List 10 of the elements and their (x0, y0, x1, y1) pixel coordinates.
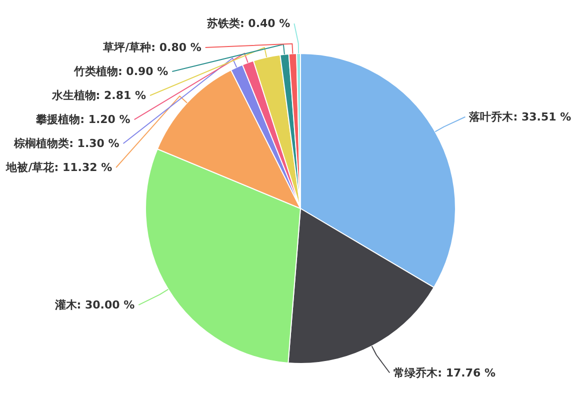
slice-label: 落叶乔木: 33.51 % (468, 110, 572, 124)
slice-label: 常绿乔木: 17.76 % (394, 366, 496, 380)
slice-label: 苏铁类: 0.40 % (206, 17, 290, 30)
slice-label: 攀援植物: 1.20 % (35, 113, 130, 126)
slice-label: 地被/草花: 11.32 % (5, 161, 112, 174)
slice-label: 竹类植物: 0.90 % (72, 65, 168, 78)
slice-label: 水生植物: 2.81 % (50, 89, 146, 102)
slice-label: 棕榈植物类: 1.30 % (13, 137, 120, 150)
slice-label: 草坪/草种: 0.80 % (102, 41, 202, 54)
slice-label: 灌木: 30.00 % (54, 298, 135, 312)
